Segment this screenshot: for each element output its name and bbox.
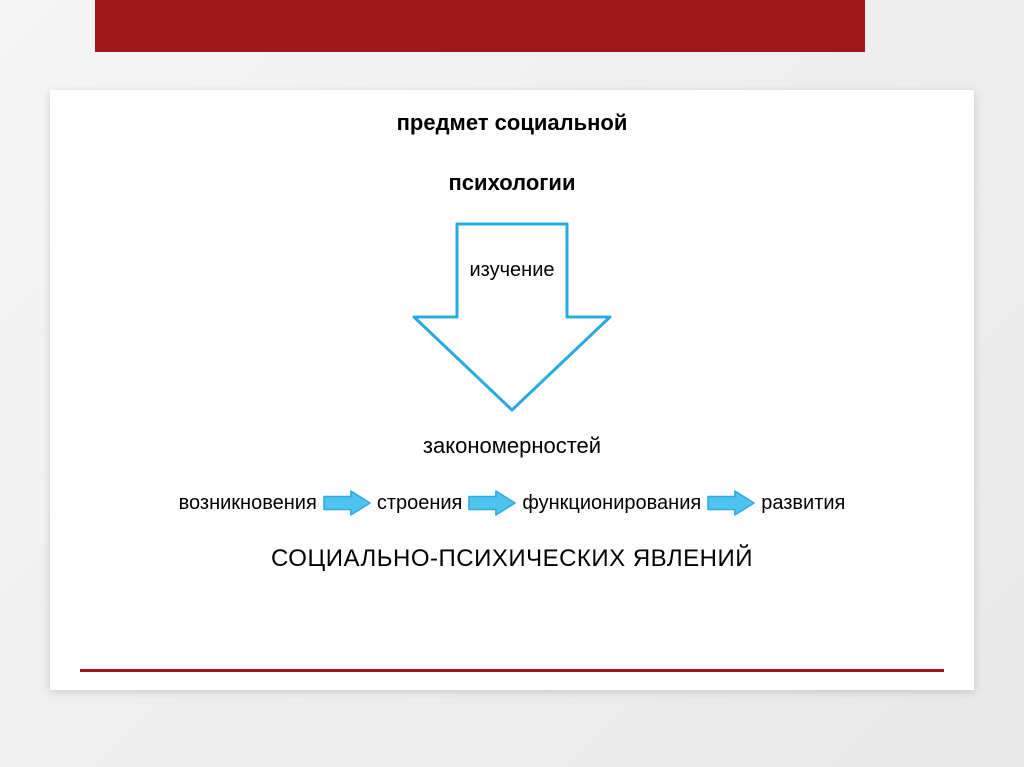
big-down-arrow: изучение (412, 222, 612, 417)
down-arrow-icon (412, 222, 612, 412)
flow-item: развития (761, 492, 845, 515)
flow-item: строения (377, 492, 463, 515)
slide-frame: предмет социальной психологии изучение з… (50, 90, 974, 690)
title-line-1: предмет социальной (50, 110, 974, 136)
right-arrow-icon (707, 490, 755, 516)
diagram-title: предмет социальной психологии (50, 110, 974, 196)
arrow-label: изучение (470, 259, 555, 282)
right-arrow-icon (323, 490, 371, 516)
bottom-rule (80, 669, 944, 672)
flow-row: возникновения строения функционирования … (50, 490, 974, 516)
bottom-caption: СОЦИАЛЬНО-ПСИХИЧЕСКИХ ЯВЛЕНИЙ (50, 545, 974, 573)
right-arrow-icon (468, 490, 516, 516)
flow-item: возникновения (179, 492, 317, 515)
mid-label: закономерностей (50, 433, 974, 459)
flow-item: функционирования (522, 492, 701, 515)
title-line-2: психологии (50, 170, 974, 196)
header-bar (95, 0, 865, 52)
